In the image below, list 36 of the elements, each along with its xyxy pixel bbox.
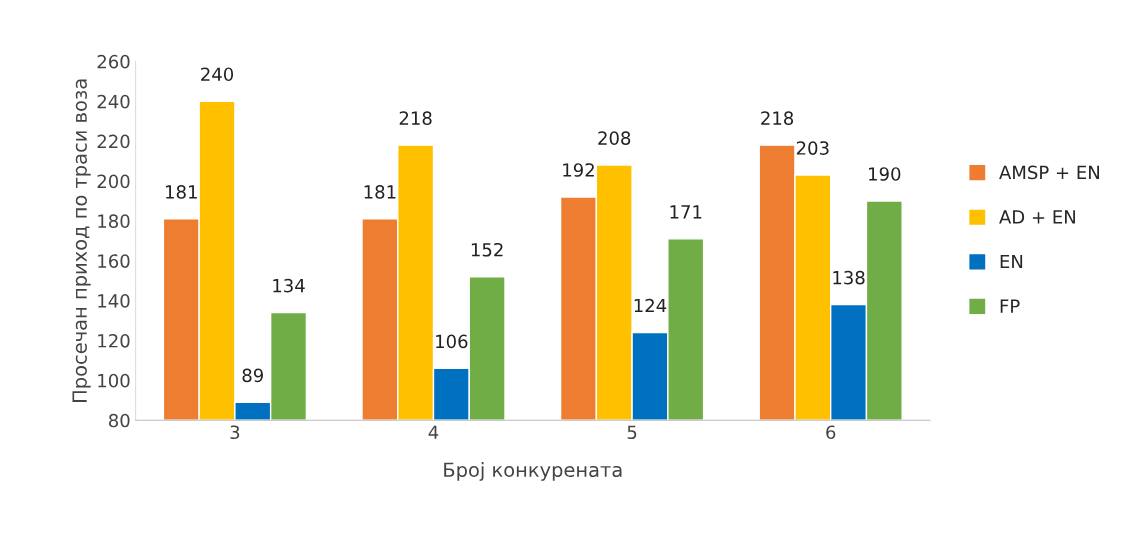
data-label: 89 (242, 368, 263, 383)
data-label: 240 (201, 67, 234, 82)
y-tick-label: 80 (108, 413, 130, 428)
y-tick-label: 240 (97, 94, 130, 109)
data-label: 181 (166, 185, 197, 199)
y-tick-label: 260 (97, 54, 130, 69)
data-label: 134 (273, 278, 305, 293)
x-tick-label: 5 (627, 425, 637, 440)
data-label: 208 (598, 131, 631, 145)
data-label: 181 (364, 185, 396, 199)
y-tick-label: 140 (98, 294, 130, 308)
data-label: 124 (634, 298, 667, 313)
data-label: 171 (670, 205, 702, 219)
data-label: 190 (869, 167, 901, 181)
data-label: 138 (833, 270, 865, 285)
y-axis-title: Просечан приход по траси воза (72, 79, 91, 402)
data-label: 203 (796, 141, 829, 155)
legend-label: FP (1000, 299, 1020, 313)
legend-label: AMSP + EN (999, 165, 1099, 180)
y-tick-label: 200 (97, 174, 130, 189)
data-label: 192 (563, 163, 594, 177)
x-axis-title: Број конкурената (444, 462, 622, 481)
data-label: 218 (761, 111, 794, 125)
x-tick-label: 6 (826, 425, 836, 440)
y-tick-label: 180 (98, 214, 130, 229)
data-label: 152 (471, 242, 503, 257)
x-tick-label: 4 (428, 425, 439, 439)
legend-label: AD + EN (999, 210, 1075, 224)
data-label: 218 (399, 111, 432, 125)
y-tick-label: 220 (97, 134, 130, 149)
y-tick-label: 160 (98, 254, 130, 268)
x-tick-label: 3 (230, 425, 240, 440)
data-label: 106 (436, 334, 468, 349)
legend-label: EN (1000, 254, 1023, 269)
y-tick-label: 120 (98, 333, 130, 348)
y-tick-label: 100 (98, 373, 130, 388)
